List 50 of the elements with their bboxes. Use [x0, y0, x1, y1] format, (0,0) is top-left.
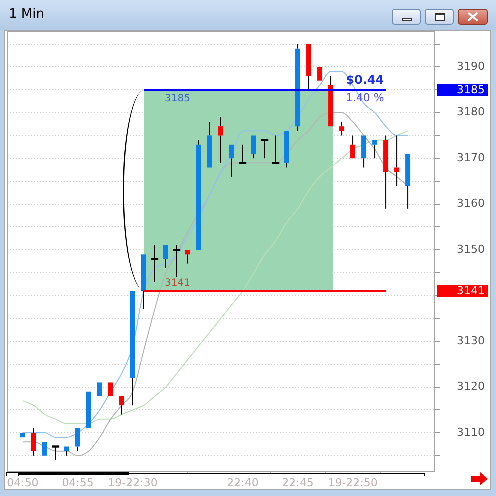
candlestick	[406, 154, 411, 209]
candlestick	[306, 44, 312, 90]
candlestick	[64, 446, 70, 456]
candlestick	[284, 131, 290, 168]
candlestick	[119, 396, 124, 415]
candlestick	[350, 136, 356, 159]
y-tick-label: 3130	[457, 334, 485, 348]
x-tick-label: 04:50	[7, 476, 39, 490]
x-tick-label: 19-22:50	[328, 476, 378, 490]
text: 3185	[457, 83, 485, 96]
candlestick	[130, 291, 136, 406]
candlestick	[318, 67, 323, 81]
candlestick	[141, 254, 146, 310]
ref-line-label: 3141	[164, 278, 190, 289]
candlestick	[196, 140, 202, 250]
candlestick	[185, 250, 190, 264]
x-tick-label: 19-22:30	[108, 476, 158, 490]
candlestick	[108, 382, 114, 396]
y-tick-label: 3110	[457, 426, 485, 439]
x-tick-label: 04:55	[62, 476, 94, 490]
candlestick	[218, 117, 224, 164]
candlestick	[163, 246, 168, 268]
candlestick	[42, 442, 48, 456]
x-tick-label: 22:40	[227, 476, 259, 490]
x-tick-label: 22:45	[282, 476, 314, 490]
candlestick	[31, 428, 36, 456]
y-tick-label: 3150	[457, 242, 485, 256]
candlestick	[75, 428, 80, 452]
y-tick-label: 3120	[457, 380, 485, 394]
text: 3141	[457, 284, 485, 298]
ref-line-label: 3185	[164, 94, 190, 105]
candlestick	[20, 433, 26, 438]
candlestick	[362, 136, 367, 168]
candlestick	[97, 382, 102, 396]
candlestick	[296, 44, 301, 132]
annotation: $0.44	[346, 73, 384, 88]
candlestick	[208, 122, 212, 168]
chart-title: 1 Min	[9, 7, 44, 23]
candlestick	[394, 136, 400, 186]
y-tick-label: 3170	[457, 151, 485, 164]
candlestick	[328, 76, 334, 127]
candlestick	[372, 140, 378, 159]
candlestick	[340, 122, 345, 136]
candlestick	[252, 136, 257, 159]
y-tick-label: 3190	[457, 60, 485, 73]
candlestick	[230, 144, 235, 177]
y-tick-label: 3160	[457, 197, 485, 210]
candlestick	[384, 136, 389, 209]
y-tick-label: 3180	[457, 106, 485, 119]
candlestick	[86, 392, 92, 428]
